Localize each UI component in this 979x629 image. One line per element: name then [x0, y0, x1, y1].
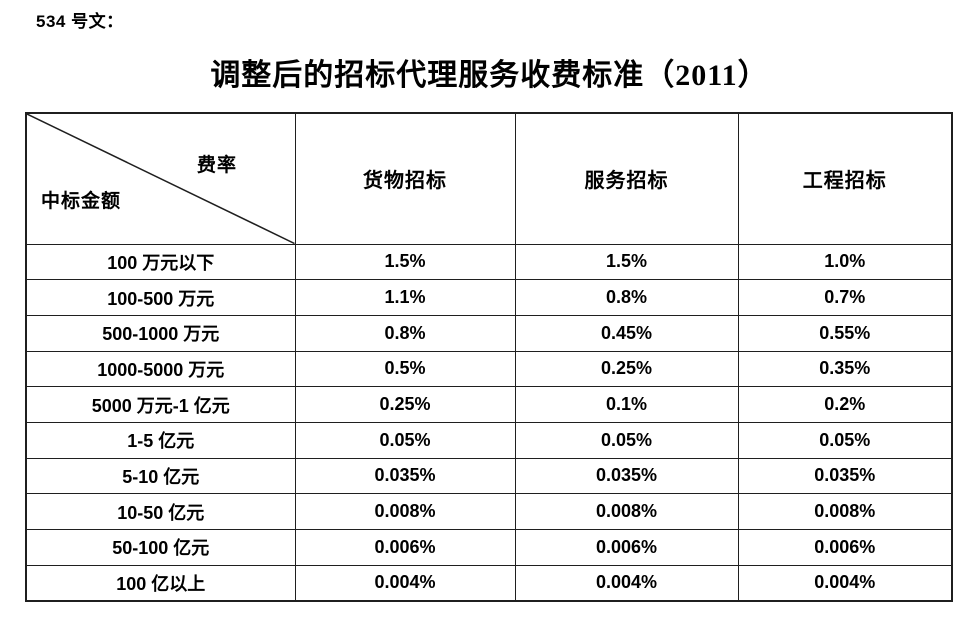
services-rate-cell: 0.035%	[514, 457, 739, 495]
engineering-rate-cell: 0.35%	[737, 350, 953, 388]
engineering-rate-cell: 0.006%	[737, 529, 953, 566]
goods-rate-cell: 1.1%	[294, 279, 516, 316]
column-header-goods: 货物招标	[294, 112, 516, 245]
column-header-engineering: 工程招标	[737, 112, 953, 245]
diagonal-header-cell: 费率 中标金额	[25, 112, 296, 245]
table-header: 费率 中标金额 货物招标 服务招标 工程招标	[25, 112, 953, 245]
services-rate-cell: 0.45%	[514, 314, 739, 352]
engineering-rate-cell: 0.7%	[737, 279, 953, 316]
diagonal-divider-line	[27, 114, 295, 244]
fee-rate-table: 费率 中标金额 货物招标 服务招标 工程招标 100 万元以下 1.5% 1.5% 1…	[25, 112, 953, 602]
table-row: 100-500 万元 1.1% 0.8% 0.7%	[25, 279, 953, 316]
goods-rate-cell: 1.5%	[294, 243, 516, 281]
column-header-services: 服务招标	[514, 112, 739, 245]
page-title: 调整后的招标代理服务收费标准（2011）	[210, 59, 769, 92]
goods-rate-cell: 0.008%	[294, 493, 516, 530]
header-row: 费率 中标金额 货物招标 服务招标 工程招标	[25, 112, 953, 245]
goods-rate-cell: 0.05%	[294, 421, 516, 459]
engineering-rate-cell: 0.05%	[737, 421, 953, 459]
table-row: 500-1000 万元 0.8% 0.45% 0.55%	[25, 314, 953, 352]
corner-label-fee-rate: 费率	[197, 155, 238, 176]
amount-cell: 100 亿以上	[25, 564, 296, 602]
table-row: 5-10 亿元 0.035% 0.035% 0.035%	[25, 457, 953, 495]
engineering-rate-cell: 0.004%	[737, 564, 953, 602]
table-row: 10-50 亿元 0.008% 0.008% 0.008%	[25, 493, 953, 530]
engineering-rate-cell: 0.008%	[737, 493, 953, 530]
table-row: 1-5 亿元 0.05% 0.05% 0.05%	[25, 421, 953, 459]
services-rate-cell: 0.004%	[514, 564, 739, 602]
table-row: 100 万元以下 1.5% 1.5% 1.0%	[25, 243, 953, 281]
amount-cell: 100 万元以下	[25, 243, 296, 281]
services-rate-cell: 1.5%	[514, 243, 739, 281]
goods-rate-cell: 0.004%	[294, 564, 516, 602]
services-rate-cell: 0.8%	[514, 279, 739, 316]
engineering-rate-cell: 0.55%	[737, 314, 953, 352]
table-row: 100 亿以上 0.004% 0.004% 0.004%	[25, 564, 953, 602]
goods-rate-cell: 0.035%	[294, 457, 516, 495]
table-row: 5000 万元-1 亿元 0.25% 0.1% 0.2%	[25, 386, 953, 423]
goods-rate-cell: 0.006%	[294, 529, 516, 566]
amount-cell: 1000-5000 万元	[25, 350, 296, 388]
services-rate-cell: 0.25%	[514, 350, 739, 388]
goods-rate-cell: 0.5%	[294, 350, 516, 388]
table-row: 50-100 亿元 0.006% 0.006% 0.006%	[25, 529, 953, 566]
amount-cell: 500-1000 万元	[25, 314, 296, 352]
corner-label-bid-amount: 中标金额	[41, 191, 122, 212]
amount-cell: 5-10 亿元	[25, 457, 296, 495]
engineering-rate-cell: 0.2%	[737, 386, 953, 423]
amount-cell: 50-100 亿元	[25, 529, 296, 566]
amount-cell: 100-500 万元	[25, 279, 296, 316]
services-rate-cell: 0.1%	[514, 386, 739, 423]
amount-cell: 5000 万元-1 亿元	[25, 386, 296, 423]
amount-cell: 10-50 亿元	[25, 493, 296, 530]
goods-rate-cell: 0.8%	[294, 314, 516, 352]
goods-rate-cell: 0.25%	[294, 386, 516, 423]
amount-cell: 1-5 亿元	[25, 421, 296, 459]
services-rate-cell: 0.008%	[514, 493, 739, 530]
table-row: 1000-5000 万元 0.5% 0.25% 0.35%	[25, 350, 953, 388]
services-rate-cell: 0.05%	[514, 421, 739, 459]
document-number-label: 534 号文：	[36, 12, 124, 31]
services-rate-cell: 0.006%	[514, 529, 739, 566]
fee-table-body: 100 万元以下 1.5% 1.5% 1.0% 100-500 万元 1.1% 0.8% 0.…	[25, 243, 953, 602]
engineering-rate-cell: 1.0%	[737, 243, 953, 281]
engineering-rate-cell: 0.035%	[737, 457, 953, 495]
